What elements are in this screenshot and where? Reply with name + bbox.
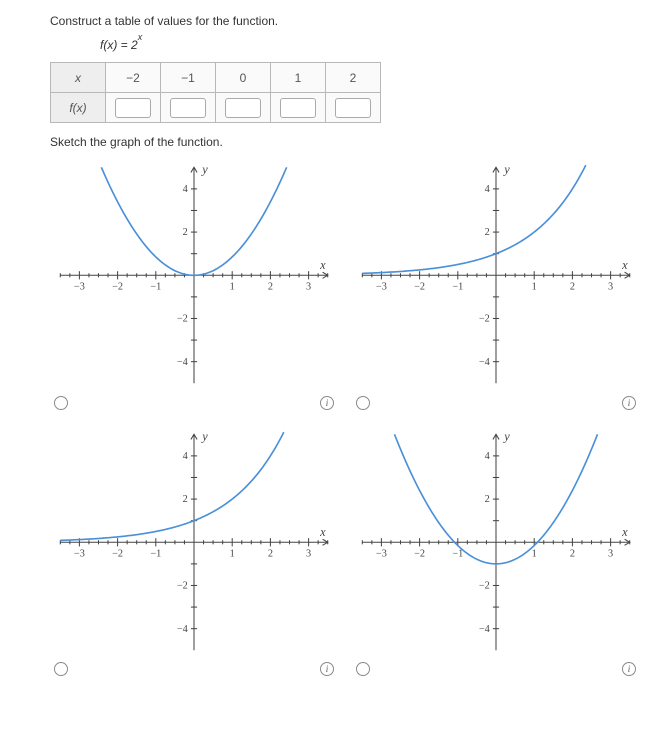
svg-text:−1: −1	[150, 548, 161, 559]
svg-text:2: 2	[570, 548, 575, 559]
x-cell: −2	[106, 63, 161, 93]
svg-text:4: 4	[485, 184, 490, 195]
svg-text:−4: −4	[479, 357, 490, 368]
svg-text:−4: −4	[177, 623, 188, 634]
fx-cell	[271, 93, 326, 123]
fx-input[interactable]	[225, 98, 261, 118]
x-cell: 2	[326, 63, 381, 93]
svg-text:y: y	[502, 162, 510, 176]
svg-text:2: 2	[268, 282, 273, 293]
svg-text:−2: −2	[479, 314, 490, 325]
svg-text:−2: −2	[414, 548, 425, 559]
svg-text:3: 3	[608, 548, 613, 559]
svg-text:−2: −2	[112, 548, 123, 559]
svg-text:y: y	[502, 429, 510, 443]
table-row: f(x)	[51, 93, 381, 123]
fx-row-header: f(x)	[51, 93, 106, 123]
formula-exponent: x	[138, 32, 143, 42]
svg-text:−2: −2	[177, 580, 188, 591]
chart-svg-c: −3 −2 −1 1 2 3 −4 −2 2 4 x y	[50, 424, 338, 661]
fx-input[interactable]	[115, 98, 151, 118]
svg-text:−4: −4	[177, 357, 188, 368]
svg-text:−2: −2	[177, 314, 188, 325]
x-cell: 1	[271, 63, 326, 93]
function-formula: f(x) = 2x	[100, 36, 645, 52]
svg-text:3: 3	[306, 282, 311, 293]
svg-text:2: 2	[570, 282, 575, 293]
answer-radio-a[interactable]	[54, 396, 68, 410]
info-icon[interactable]: i	[622, 662, 636, 676]
svg-text:3: 3	[608, 282, 613, 293]
info-icon[interactable]: i	[320, 662, 334, 676]
svg-text:2: 2	[268, 548, 273, 559]
fx-input[interactable]	[280, 98, 316, 118]
svg-text:−2: −2	[112, 282, 123, 293]
svg-text:3: 3	[306, 548, 311, 559]
svg-text:−2: −2	[414, 282, 425, 293]
x-row-header: x	[51, 63, 106, 93]
chart-svg-b: −3 −2 −1 1 2 3 −4 −2 2 4 x y	[352, 157, 640, 394]
svg-text:4: 4	[183, 451, 188, 462]
svg-text:2: 2	[485, 494, 490, 505]
svg-text:x: x	[319, 525, 326, 539]
svg-text:−1: −1	[452, 548, 463, 559]
fx-input[interactable]	[335, 98, 371, 118]
x-cell: 0	[216, 63, 271, 93]
chart-svg-a: −3 −2 −1 1 2 3 −4 −2 2 4 x y	[50, 157, 338, 394]
chart-option-d: −3 −2 −1 1 2 3 −4 −2 2 4 x y i	[352, 424, 640, 681]
chart-svg-d: −3 −2 −1 1 2 3 −4 −2 2 4 x y	[352, 424, 640, 661]
fx-cell	[161, 93, 216, 123]
svg-text:−3: −3	[74, 282, 85, 293]
answer-radio-b[interactable]	[356, 396, 370, 410]
svg-text:−3: −3	[376, 282, 387, 293]
svg-text:1: 1	[532, 548, 537, 559]
svg-text:2: 2	[183, 494, 188, 505]
svg-text:2: 2	[485, 227, 490, 238]
svg-text:−4: −4	[479, 623, 490, 634]
fx-input[interactable]	[170, 98, 206, 118]
fx-cell	[326, 93, 381, 123]
svg-text:−1: −1	[150, 282, 161, 293]
instruction-table: Construct a table of values for the func…	[50, 14, 645, 28]
answer-radio-d[interactable]	[356, 662, 370, 676]
svg-text:1: 1	[230, 282, 235, 293]
chart-option-b: −3 −2 −1 1 2 3 −4 −2 2 4 x y i	[352, 157, 640, 414]
svg-text:4: 4	[485, 451, 490, 462]
answer-radio-c[interactable]	[54, 662, 68, 676]
chart-grid: −3−2−1123−4−224xy i −3−2−1123−4−224xy i …	[50, 157, 640, 680]
svg-text:y: y	[200, 162, 208, 176]
values-table: x −2 −1 0 1 2 f(x)	[50, 62, 381, 123]
info-icon[interactable]: i	[622, 396, 636, 410]
svg-text:x: x	[621, 258, 628, 272]
formula-base: f(x) = 2	[100, 38, 138, 52]
svg-text:x: x	[621, 525, 628, 539]
chart-option-c: −3 −2 −1 1 2 3 −4 −2 2 4 x y i	[50, 424, 338, 681]
svg-text:1: 1	[230, 548, 235, 559]
svg-text:−3: −3	[74, 548, 85, 559]
svg-text:y: y	[200, 429, 208, 443]
fx-cell	[216, 93, 271, 123]
svg-text:2: 2	[183, 227, 188, 238]
instruction-sketch: Sketch the graph of the function.	[50, 135, 645, 149]
info-icon[interactable]: i	[320, 396, 334, 410]
svg-text:−3: −3	[376, 548, 387, 559]
svg-text:−2: −2	[479, 580, 490, 591]
svg-text:4: 4	[183, 184, 188, 195]
svg-text:1: 1	[532, 282, 537, 293]
x-cell: −1	[161, 63, 216, 93]
table-row: x −2 −1 0 1 2	[51, 63, 381, 93]
svg-text:x: x	[319, 258, 326, 272]
svg-text:−1: −1	[452, 282, 463, 293]
chart-option-a: −3 −2 −1 1 2 3 −4 −2 2 4 x y i	[50, 157, 338, 414]
fx-cell	[106, 93, 161, 123]
